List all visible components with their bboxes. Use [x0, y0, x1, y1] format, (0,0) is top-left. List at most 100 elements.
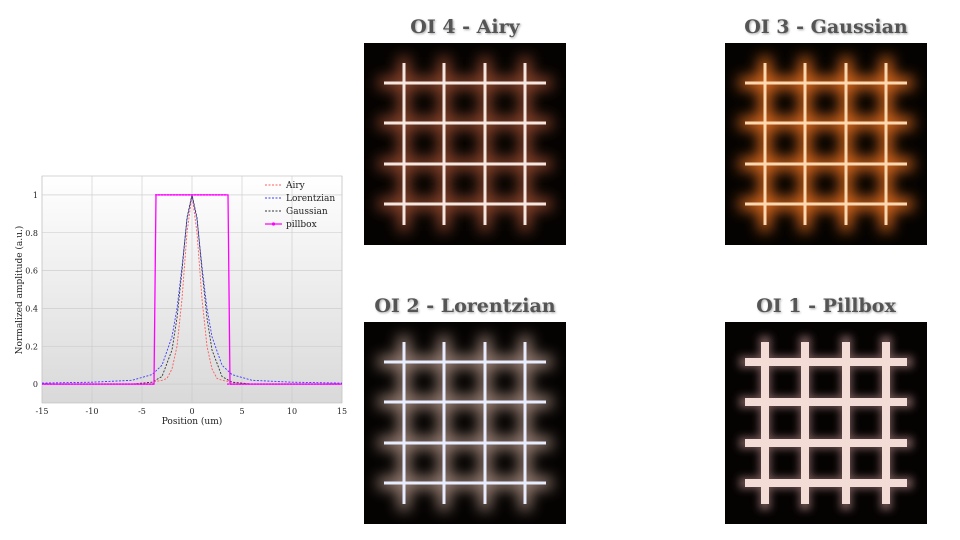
pillbox-marker: [80, 383, 82, 385]
grid-bar-horizontal: [384, 441, 546, 445]
y-tick-label: 0.4: [25, 304, 38, 313]
pillbox-marker: [176, 194, 178, 196]
legend: Airy Lorentzian Gaussian pillbox: [265, 181, 335, 230]
grid-bar-horizontal: [745, 121, 907, 125]
x-tick-labels: -15 -10 -5 0 5 10 15: [36, 407, 348, 416]
pillbox-marker: [62, 383, 64, 385]
pillbox-marker: [122, 383, 124, 385]
grid-bar-horizontal: [745, 398, 907, 406]
pillbox-marker: [332, 383, 334, 385]
grid-bar-horizontal: [384, 202, 546, 206]
pillbox-marker: [53, 383, 55, 385]
pillbox-marker: [68, 383, 70, 385]
pillbox-marker: [209, 194, 211, 196]
pillbox-marker: [65, 383, 67, 385]
pillbox-marker: [77, 383, 79, 385]
pillbox-marker: [263, 383, 265, 385]
pillbox-marker: [296, 383, 298, 385]
grid-lines: [41, 176, 343, 403]
y-tick-label: 1: [33, 191, 38, 200]
x-tick-label: 15: [337, 407, 347, 416]
pillbox-marker: [92, 383, 94, 385]
pillbox-marker: [320, 383, 322, 385]
x-axis-label: Position (um): [162, 416, 223, 427]
pillbox-marker: [293, 383, 295, 385]
grid-bar-vertical: [402, 342, 406, 504]
panel-title: OI 4 - Airy: [410, 16, 520, 38]
legend-entry: Lorentzian: [286, 194, 335, 204]
legend-entry: Gaussian: [286, 207, 328, 217]
pillbox-marker: [137, 383, 139, 385]
pillbox-marker: [275, 383, 277, 385]
pillbox-marker: [104, 383, 106, 385]
pillbox-marker: [86, 383, 88, 385]
x-tick-label: 0: [189, 407, 194, 416]
pillbox-marker: [128, 383, 130, 385]
pillbox-marker: [83, 383, 85, 385]
image-background: [364, 43, 566, 245]
grid-image-pillbox: [725, 322, 927, 524]
pillbox-marker: [107, 383, 109, 385]
panel-airy: OI 4 - Airy: [364, 15, 566, 245]
pillbox-marker: [311, 383, 313, 385]
pillbox-marker: [227, 383, 229, 385]
y-tick-labels: 0 0.2 0.4 0.6 0.8 1: [25, 191, 38, 389]
grid-bar-vertical: [483, 342, 487, 504]
pillbox-marker: [167, 194, 169, 196]
grid-bar-vertical: [523, 63, 527, 225]
panel-gaussian: OI 3 - Gaussian: [725, 15, 927, 245]
pillbox-marker: [71, 383, 73, 385]
pillbox-marker: [272, 383, 274, 385]
pillbox-marker: [245, 383, 247, 385]
grid-bar-vertical: [884, 63, 888, 225]
pillbox-marker: [242, 383, 244, 385]
pillbox-marker: [194, 194, 196, 196]
grid-bar-horizontal: [384, 481, 546, 485]
pillbox-marker: [143, 383, 145, 385]
pillbox-marker: [218, 194, 220, 196]
legend-entry: pillbox: [286, 220, 317, 230]
pillbox-marker: [290, 383, 292, 385]
y-tick-label: 0.2: [25, 342, 38, 351]
pillbox-marker: [182, 194, 184, 196]
pillbox-marker: [206, 194, 208, 196]
pillbox-marker: [287, 383, 289, 385]
grid-bar-vertical: [442, 63, 446, 225]
pillbox-marker: [302, 383, 304, 385]
pillbox-marker: [257, 383, 259, 385]
pillbox-marker: [269, 383, 271, 385]
pillbox-marker: [161, 194, 163, 196]
pillbox-marker: [56, 383, 58, 385]
pillbox-marker: [239, 383, 241, 385]
pillbox-marker: [113, 383, 115, 385]
grid-bar-horizontal: [745, 358, 907, 366]
grid-bar-horizontal: [745, 81, 907, 85]
pillbox-marker: [134, 383, 136, 385]
pillbox-marker: [326, 383, 328, 385]
pillbox-marker: [197, 194, 199, 196]
grid-bar-vertical: [763, 63, 767, 225]
pillbox-marker: [335, 383, 337, 385]
grid-bar-vertical: [803, 63, 807, 225]
pillbox-marker: [110, 383, 112, 385]
grid-bar-vertical: [801, 342, 809, 504]
pillbox-marker: [158, 194, 160, 196]
grid-bar-vertical: [442, 342, 446, 504]
pillbox-marker: [215, 194, 217, 196]
pillbox-marker: [200, 194, 202, 196]
pillbox-marker: [152, 383, 154, 385]
pillbox-marker: [284, 383, 286, 385]
grid-image-airy: [364, 43, 566, 245]
panel-title: OI 3 - Gaussian: [744, 16, 908, 38]
pillbox-marker: [323, 383, 325, 385]
pillbox-marker: [95, 383, 97, 385]
pillbox-marker: [44, 383, 46, 385]
pillbox-marker: [329, 383, 331, 385]
pillbox-marker: [89, 383, 91, 385]
y-axis-label: Normalized amplitude (a.u.): [14, 226, 25, 355]
panel-title: OI 1 - Pillbox: [756, 295, 896, 317]
series-markers-pillbox: [42, 194, 340, 385]
grid-bar-horizontal: [384, 81, 546, 85]
grid-bar-vertical: [483, 63, 487, 225]
panel-title: OI 2 - Lorentzian: [374, 295, 556, 317]
